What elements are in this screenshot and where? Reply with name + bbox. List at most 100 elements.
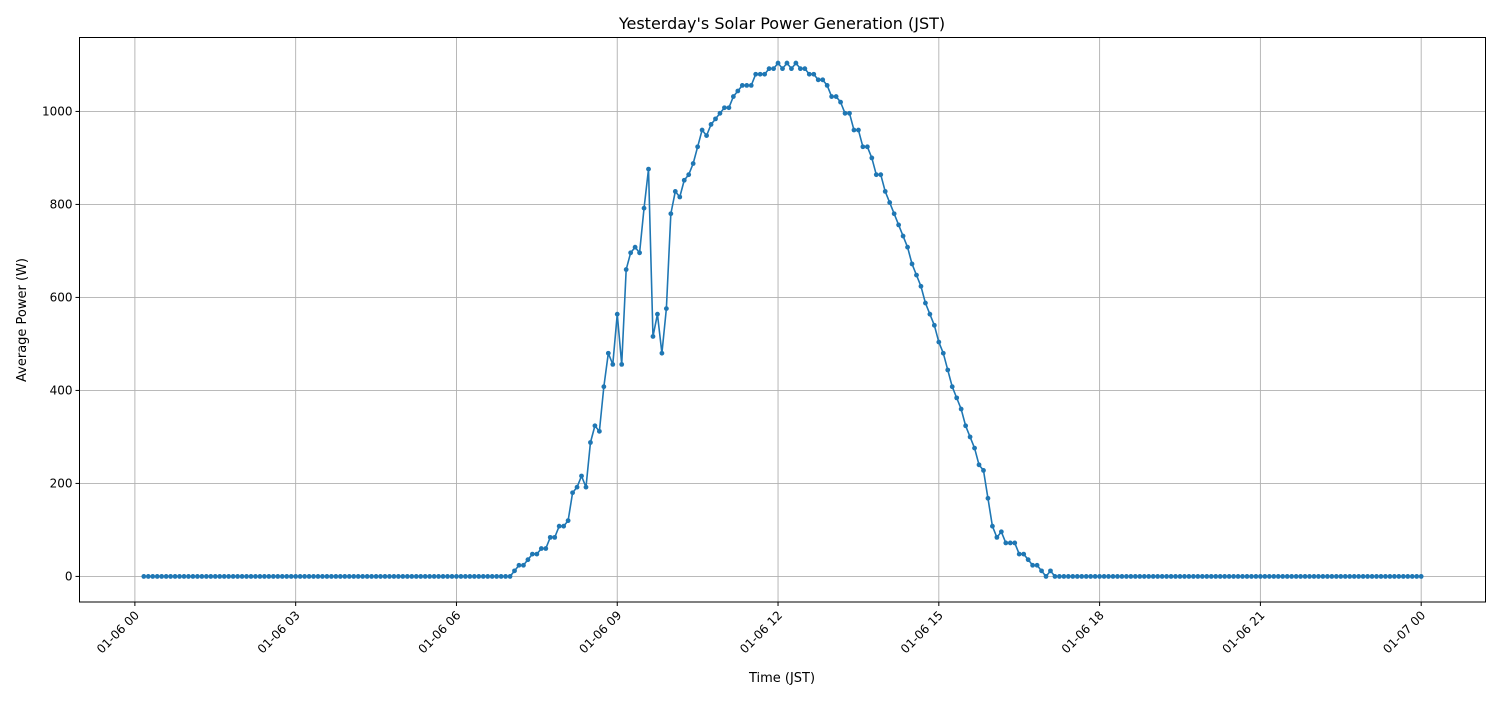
data-point	[1320, 574, 1326, 579]
data-point	[1057, 574, 1062, 579]
data-point	[990, 523, 995, 529]
data-point	[409, 574, 415, 579]
data-point	[976, 462, 982, 468]
data-point	[186, 574, 191, 579]
x-axis-label: Time (JST)	[748, 671, 815, 686]
x-tick-label: 01-06 09	[576, 608, 624, 656]
data-point	[342, 574, 348, 579]
data-point	[1311, 574, 1317, 579]
data-point	[1110, 574, 1116, 579]
data-point	[958, 406, 964, 412]
y-tick-label: 0	[65, 569, 73, 583]
data-point	[1030, 562, 1036, 568]
data-point	[1141, 574, 1147, 579]
data-point	[864, 144, 870, 150]
data-point	[851, 127, 857, 133]
y-tick-label: 200	[50, 476, 73, 490]
data-point	[1021, 551, 1027, 557]
data-point	[177, 574, 182, 579]
data-point	[467, 574, 473, 579]
data-point	[1418, 574, 1424, 579]
data-point	[708, 122, 714, 127]
data-point	[936, 339, 942, 345]
data-point	[413, 574, 419, 579]
data-point	[771, 66, 776, 72]
y-tick-label: 800	[50, 197, 73, 211]
data-point	[1293, 574, 1299, 579]
data-point	[382, 574, 388, 579]
data-point	[1333, 574, 1339, 579]
y-axis-label: Average Power (W)	[15, 258, 30, 382]
data-point	[891, 211, 897, 217]
data-point	[1213, 574, 1219, 579]
data-point	[1003, 540, 1009, 546]
data-point	[471, 574, 477, 579]
data-point	[1039, 568, 1044, 574]
data-point	[1012, 540, 1018, 546]
data-point	[217, 574, 223, 579]
data-point	[212, 574, 218, 579]
data-point	[431, 574, 437, 579]
data-point	[1074, 574, 1080, 579]
data-point	[1132, 574, 1138, 579]
data-point	[1302, 574, 1308, 579]
data-point	[329, 574, 334, 579]
data-point	[1208, 574, 1214, 579]
data-point	[780, 66, 785, 72]
data-point	[324, 574, 330, 579]
data-point	[395, 574, 401, 579]
data-point	[717, 110, 723, 116]
data-point	[387, 574, 392, 579]
data-point	[610, 361, 616, 367]
data-point	[672, 189, 678, 194]
data-point	[373, 574, 379, 579]
data-point	[847, 110, 852, 116]
data-point	[172, 574, 178, 579]
data-point	[668, 211, 674, 217]
data-point	[226, 574, 232, 579]
data-point	[726, 105, 732, 111]
x-tick-label: 01-06 21	[1219, 608, 1267, 656]
data-point	[230, 574, 236, 579]
data-point	[1083, 574, 1089, 579]
data-point	[686, 172, 692, 178]
data-point	[735, 88, 741, 94]
data-point	[1199, 574, 1205, 579]
data-point	[1159, 574, 1165, 579]
data-point	[1168, 574, 1174, 579]
data-point	[1101, 574, 1107, 579]
data-point	[605, 350, 611, 356]
data-point	[1052, 574, 1058, 579]
data-point	[1289, 574, 1295, 579]
grid	[79, 37, 1486, 602]
data-point	[860, 144, 866, 150]
data-point	[369, 574, 374, 579]
data-point	[355, 574, 361, 579]
data-point	[253, 574, 258, 579]
data-point	[1387, 574, 1393, 579]
data-point	[512, 568, 517, 574]
data-point	[1240, 574, 1245, 579]
data-point	[592, 423, 598, 429]
data-point	[824, 82, 830, 88]
data-point	[677, 194, 683, 200]
data-point	[659, 350, 665, 356]
data-point	[1414, 574, 1420, 579]
x-axis-ticks: 01-06 00 01-06 03 01-06 06 01-06 09 01-06 12…	[94, 602, 1428, 656]
data-point	[1079, 574, 1085, 579]
data-point	[1191, 574, 1196, 579]
data-point	[141, 574, 147, 579]
data-point	[1324, 574, 1330, 579]
data-point	[1204, 574, 1210, 579]
data-point	[1383, 574, 1388, 579]
data-point	[1007, 540, 1013, 546]
data-point	[288, 574, 294, 579]
data-point	[704, 133, 709, 139]
data-point	[1226, 574, 1232, 579]
data-point	[462, 574, 468, 579]
data-point	[458, 574, 464, 579]
data-point	[391, 574, 397, 579]
data-point	[1092, 574, 1098, 579]
data-point	[150, 574, 156, 579]
data-point	[1137, 574, 1143, 579]
